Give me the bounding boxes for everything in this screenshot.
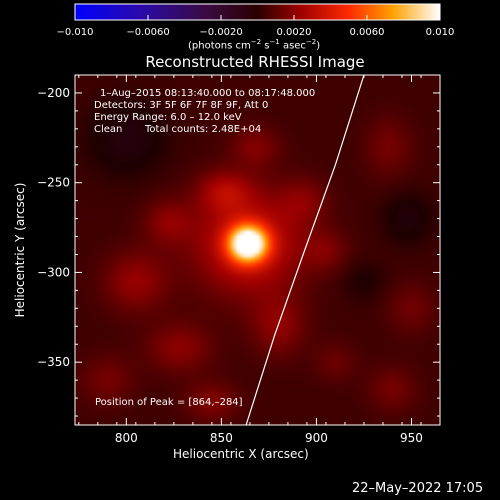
colorbar-tick-label: −0.010	[56, 27, 93, 38]
x-tick-label: 900	[305, 431, 328, 445]
colorbar-tick-label: −0.0060	[126, 27, 169, 38]
solar-limb-line	[245, 75, 365, 425]
peak-position-annotation: Position of Peak = [864,–284]	[95, 397, 243, 408]
time-range-annotation: 1–Aug–2015 08:13:40.000 to 08:17:48.000	[100, 88, 316, 99]
y-tick-label: −350	[37, 355, 70, 369]
energy-range-annotation: Energy Range: 6.0 – 12.0 keV	[94, 112, 242, 123]
x-tick-label: 950	[400, 431, 423, 445]
x-tick-label: 800	[115, 431, 138, 445]
heatmap-image	[75, 75, 440, 425]
chart-title: Reconstructed RHESSI Image	[145, 53, 365, 71]
x-axis-label: Heliocentric X (arcsec)	[173, 447, 309, 461]
footer-timestamp: 22–May–2022 17:05	[352, 481, 484, 496]
colorbar-tick-label: 0.010	[426, 27, 455, 38]
colorbar-tick-label: −0.0020	[199, 27, 242, 38]
y-tick-label: −200	[37, 86, 70, 100]
y-tick-label: −300	[37, 265, 70, 279]
colorbar-unit-label: (photons cm−2 s−1 asec−2)	[188, 38, 321, 52]
colorbar-tick-label: 0.0060	[350, 27, 385, 38]
plot-frame	[74, 74, 441, 426]
colorbar: −0.010 −0.0060 −0.0020 0.0020 0.0060 0.010	[56, 3, 455, 38]
x-tick-label: 850	[210, 431, 233, 445]
colorbar-tick-label: 0.0020	[277, 27, 312, 38]
y-axis-label: Heliocentric Y (arcsec)	[13, 182, 27, 318]
detectors-annotation: Detectors: 3F 5F 6F 7F 8F 9F, Att 0	[94, 100, 269, 111]
colorbar-gradient	[74, 3, 441, 21]
method-annotation: Clean	[94, 124, 123, 135]
y-tick-label: −250	[37, 176, 70, 190]
total-counts-annotation: Total counts: 2.48E+04	[145, 124, 262, 135]
